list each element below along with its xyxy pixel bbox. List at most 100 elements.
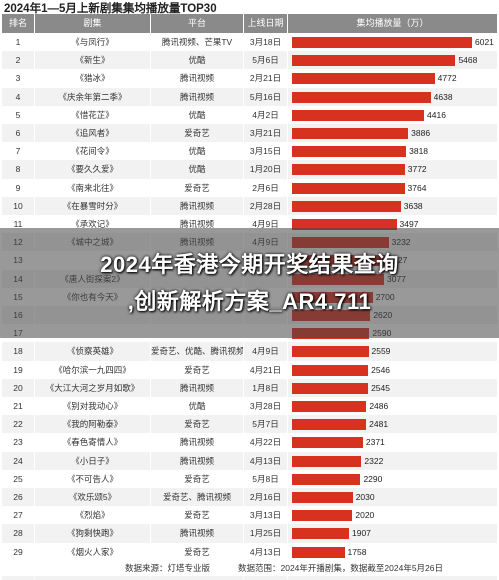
drama-name: 《在暴雪时分》 bbox=[62, 200, 123, 211]
bar-value-label: 3497 bbox=[399, 219, 419, 229]
date-cell: 2月28日 bbox=[249, 200, 282, 211]
banner-line-1: 2024年香港今期开奖结果查询 bbox=[100, 252, 399, 277]
bar-value-label: 2545 bbox=[371, 382, 390, 393]
drama-name: 《惜花芷》 bbox=[71, 109, 114, 120]
footer: 数据来源：灯塔专业版 数据范围：2024年开播剧集，数据截至2024年5月26日 bbox=[0, 560, 499, 576]
rank-cell: 29 bbox=[13, 546, 23, 557]
table-row bbox=[2, 469, 497, 489]
platform-cell: 腾讯视频 bbox=[179, 200, 214, 211]
column-header-rank: 排名 bbox=[2, 14, 34, 33]
table-row bbox=[2, 342, 497, 362]
date-cell: 1月8日 bbox=[252, 382, 279, 393]
footer-source: 数据来源：灯塔专业版 bbox=[125, 563, 211, 573]
bar bbox=[292, 346, 369, 358]
banner-overlay bbox=[0, 228, 499, 338]
drama-name: 《侦察英雄》 bbox=[66, 346, 118, 357]
drama-name: 《追风者》 bbox=[71, 128, 114, 138]
drama-name: 《烟火人家》 bbox=[66, 546, 118, 557]
date-cell: 5月7日 bbox=[252, 419, 279, 430]
drama-name: 《花间令》 bbox=[71, 146, 114, 157]
rank-cell: 20 bbox=[13, 382, 23, 393]
bar-value-label: 2322 bbox=[364, 455, 384, 466]
date-cell: 3月18日 bbox=[249, 37, 282, 47]
drama-name: 《狗剩快跑》 bbox=[66, 528, 118, 539]
date-cell: 4月13日 bbox=[249, 455, 282, 466]
bar-value-label: 2559 bbox=[371, 346, 391, 357]
bar bbox=[292, 37, 472, 48]
drama-name: 《小日子》 bbox=[71, 455, 114, 466]
date-cell: 2月16日 bbox=[249, 492, 282, 502]
bar-value-label: 2371 bbox=[365, 437, 385, 448]
rank-cell: 21 bbox=[13, 401, 23, 411]
bar-value-label: 3638 bbox=[403, 200, 423, 211]
bar bbox=[292, 455, 362, 467]
bar-value-label: 1907 bbox=[352, 528, 371, 539]
bar-value-label: 2030 bbox=[355, 492, 375, 502]
bar-value-label: 4416 bbox=[427, 109, 446, 120]
table-row bbox=[2, 524, 497, 544]
bar-value-label: 6021 bbox=[475, 37, 494, 47]
platform-cell: 优酷 bbox=[188, 164, 206, 175]
platform-cell: 爱奇艺 bbox=[184, 510, 210, 521]
table-row bbox=[2, 542, 497, 562]
platform-cell: 优酷 bbox=[188, 55, 206, 66]
date-cell: 4月2日 bbox=[252, 109, 279, 120]
bar bbox=[292, 473, 361, 485]
platform-cell: 腾讯视频、芒果TV bbox=[161, 37, 233, 47]
rank-cell: 27 bbox=[13, 510, 23, 521]
bar bbox=[292, 164, 405, 176]
date-cell: 4月22日 bbox=[249, 437, 282, 448]
platform-cell: 腾讯视频 bbox=[179, 437, 214, 448]
platform-cell: 腾讯视频 bbox=[179, 219, 214, 229]
drama-name: 《别对我动心》 bbox=[62, 401, 123, 411]
rank-cell: 10 bbox=[13, 200, 23, 211]
rank-cell: 9 bbox=[15, 182, 21, 193]
banner-text: 2024年香港今期开奖结果查询 ,创新解析方案_AR4.711 bbox=[0, 246, 499, 320]
footer-range: 数据范围：2024年开播剧集，数据截至2024年5月26日 bbox=[238, 563, 444, 573]
platform-cell: 爱奇艺 bbox=[184, 546, 210, 557]
rank-cell: 6 bbox=[15, 128, 21, 138]
bar bbox=[292, 200, 401, 212]
date-cell: 5月8日 bbox=[252, 473, 279, 484]
bar bbox=[292, 364, 369, 376]
table-row bbox=[2, 397, 497, 416]
platform-cell: 爱奇艺 bbox=[184, 419, 210, 430]
date-cell: 1月25日 bbox=[249, 528, 282, 539]
table-row bbox=[2, 451, 497, 471]
date-cell: 3月28日 bbox=[249, 401, 282, 411]
platform-cell: 腾讯视频 bbox=[179, 382, 214, 393]
rank-cell: 2 bbox=[15, 55, 21, 66]
date-cell: 2月6日 bbox=[252, 182, 279, 193]
bar bbox=[292, 510, 353, 522]
date-cell: 4月9日 bbox=[252, 219, 279, 229]
rank-cell: 28 bbox=[13, 528, 23, 539]
bar bbox=[292, 219, 397, 230]
table-row bbox=[2, 506, 497, 526]
platform-cell: 爱奇艺 bbox=[184, 128, 210, 138]
rank-cell: 23 bbox=[13, 437, 23, 448]
column-header-drama: 剧集 bbox=[35, 14, 150, 33]
bar bbox=[292, 109, 425, 121]
bar bbox=[292, 492, 353, 503]
rank-cell: 4 bbox=[15, 91, 21, 102]
rank-cell: 25 bbox=[13, 473, 23, 484]
bar bbox=[292, 55, 456, 67]
bar-value-label: 2546 bbox=[371, 364, 391, 375]
rank-cell: 1 bbox=[15, 37, 21, 47]
rank-cell: 26 bbox=[13, 492, 23, 502]
drama-name: 《庆余年第二季》 bbox=[58, 91, 127, 102]
bar bbox=[292, 91, 431, 103]
rank-cell: 24 bbox=[13, 455, 23, 466]
rank-cell: 19 bbox=[13, 364, 23, 375]
bar bbox=[292, 382, 369, 394]
rank-cell: 22 bbox=[13, 419, 23, 430]
page-title: 2024年1—5月上新剧集集均播放量TOP30 bbox=[4, 3, 217, 15]
drama-name: 《新生》 bbox=[75, 55, 110, 66]
drama-name: 《不可告人》 bbox=[66, 473, 118, 484]
date-cell: 4月9日 bbox=[252, 346, 279, 357]
table-row bbox=[2, 433, 497, 453]
platform-cell: 爱奇艺 bbox=[184, 364, 210, 375]
platform-cell: 腾讯视频 bbox=[179, 528, 214, 539]
platform-cell: 爱奇艺 bbox=[184, 182, 210, 193]
